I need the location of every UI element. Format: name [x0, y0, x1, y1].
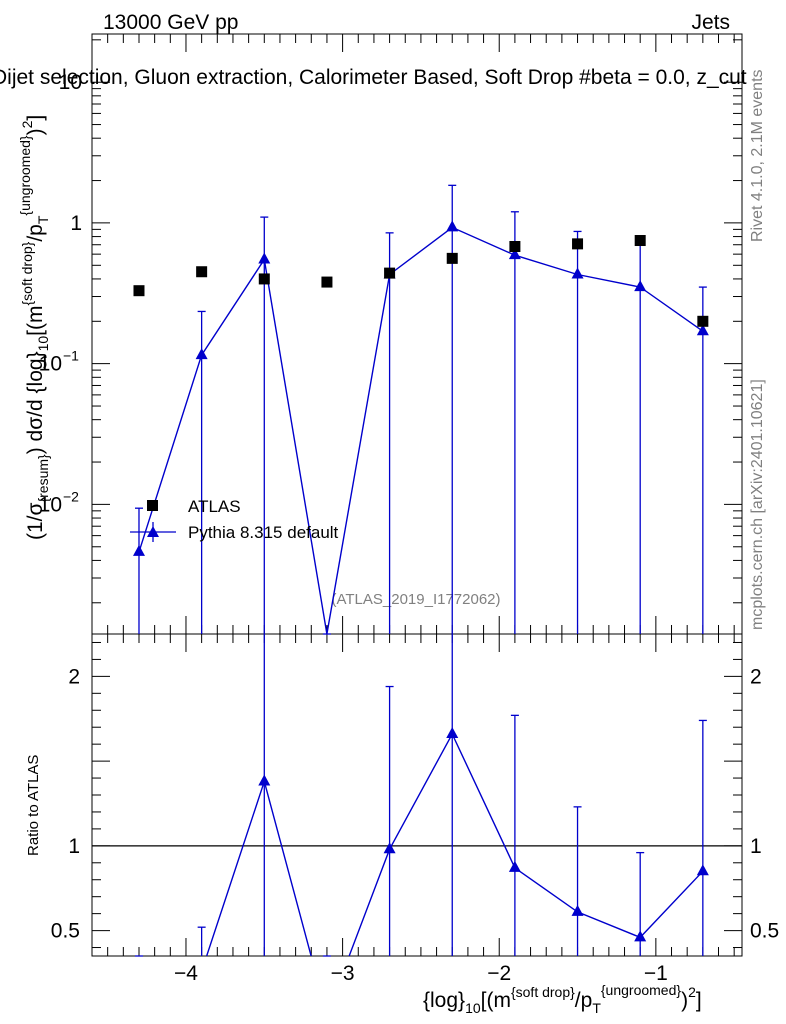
- energy-label: 13000 GeV pp: [103, 11, 238, 34]
- x-tick-label: −4: [174, 962, 198, 985]
- ratio-y-tick-label: 0.5: [51, 920, 80, 943]
- atlas-marker: [634, 235, 646, 247]
- legend: ATLAS Pythia 8.315 default: [130, 497, 339, 542]
- ratio-marker: [446, 726, 459, 738]
- category-label: Jets: [691, 11, 730, 34]
- pythia-marker: [258, 252, 271, 264]
- svg-text:{log}10[(m{soft drop}/pT{ungro: {log}10[(m{soft drop}/pT{ungroomed})2]: [423, 982, 702, 1016]
- main-y-tick-label: 1: [70, 212, 82, 235]
- legend-pythia-marker: [147, 526, 159, 537]
- ratio-y-tick-label-right: 2: [750, 665, 762, 688]
- main-y-tick-exponent: −2: [63, 488, 79, 504]
- ratio-marker: [696, 864, 709, 876]
- ratio-x-ticks: −4 −3 −2 −1: [91, 634, 735, 985]
- pythia-marker: [634, 280, 647, 292]
- ratio-marker: [634, 930, 647, 942]
- ratio-series: [134, 634, 709, 957]
- atlas-marker: [446, 252, 458, 264]
- ratio-marker: [383, 842, 396, 854]
- x-axis-label: {log}10[(m{soft drop}/pT{ungroomed})2]: [423, 982, 702, 1016]
- pythia-marker: [696, 324, 709, 336]
- main-y-tick-exponent: −1: [63, 348, 79, 364]
- main-panel-frame: [91, 33, 743, 635]
- main-x-ticks: [91, 34, 735, 634]
- legend-atlas-label: ATLAS: [188, 497, 241, 516]
- analysis-label: (ATLAS_2019_I1772062): [331, 591, 500, 608]
- ratio-marker: [258, 774, 271, 786]
- atlas-marker: [697, 315, 709, 327]
- main-series: [132, 184, 709, 635]
- x-tick-label: −1: [644, 962, 668, 985]
- atlas-marker: [258, 273, 270, 285]
- ratio-line: [205, 732, 704, 956]
- ratio-y-ticks: 0.5 0.5 1 1 2 2: [51, 641, 779, 949]
- atlas-marker: [572, 238, 584, 250]
- pythia-marker: [195, 348, 208, 360]
- atlas-marker: [384, 267, 396, 279]
- ratio-panel-frame: [91, 633, 743, 957]
- x-tick-label: −2: [487, 962, 511, 985]
- x-tick-label: −3: [331, 962, 355, 985]
- main-y-axis-label: (1/σ{resum}) dσ/d {log}10[(m{soft drop}/…: [17, 115, 51, 540]
- ratio-marker: [571, 904, 584, 916]
- pythia-line: [138, 226, 704, 635]
- main-y-tick-label: 10: [59, 71, 82, 94]
- pythia-marker: [132, 544, 145, 556]
- rivet-label: Rivet 4.1.0, 2.1M events: [749, 69, 766, 242]
- main-y-tick-label: 10: [39, 353, 62, 376]
- ratio-y-tick-label: 2: [68, 665, 80, 688]
- mcplots-label: mcplots.cern.ch [arXiv:2401.10621]: [749, 379, 766, 630]
- atlas-marker: [196, 266, 208, 278]
- legend-pythia-label: Pythia 8.315 default: [188, 523, 339, 542]
- ratio-y-axis-label: Ratio to ATLAS: [25, 755, 42, 856]
- plot-title: Dijet selection, Gluon extraction, Calor…: [0, 66, 747, 89]
- atlas-marker: [509, 241, 521, 253]
- legend-atlas-marker: [147, 500, 158, 511]
- ratio-y-tick-label-right: 1: [750, 835, 762, 858]
- atlas-marker: [321, 276, 333, 288]
- pythia-marker: [446, 220, 459, 232]
- main-y-tick-label: 10: [39, 493, 62, 516]
- atlas-marker: [133, 285, 145, 297]
- svg-text:(1/σ{resum}) dσ/d {log}10[(m{s: (1/σ{resum}) dσ/d {log}10[(m{soft drop}/…: [17, 115, 51, 540]
- ratio-y-tick-label: 1: [68, 835, 80, 858]
- ratio-marker: [508, 860, 521, 872]
- ratio-y-tick-label-right: 0.5: [750, 920, 779, 943]
- pythia-marker: [508, 248, 521, 260]
- pythia-marker: [571, 267, 584, 279]
